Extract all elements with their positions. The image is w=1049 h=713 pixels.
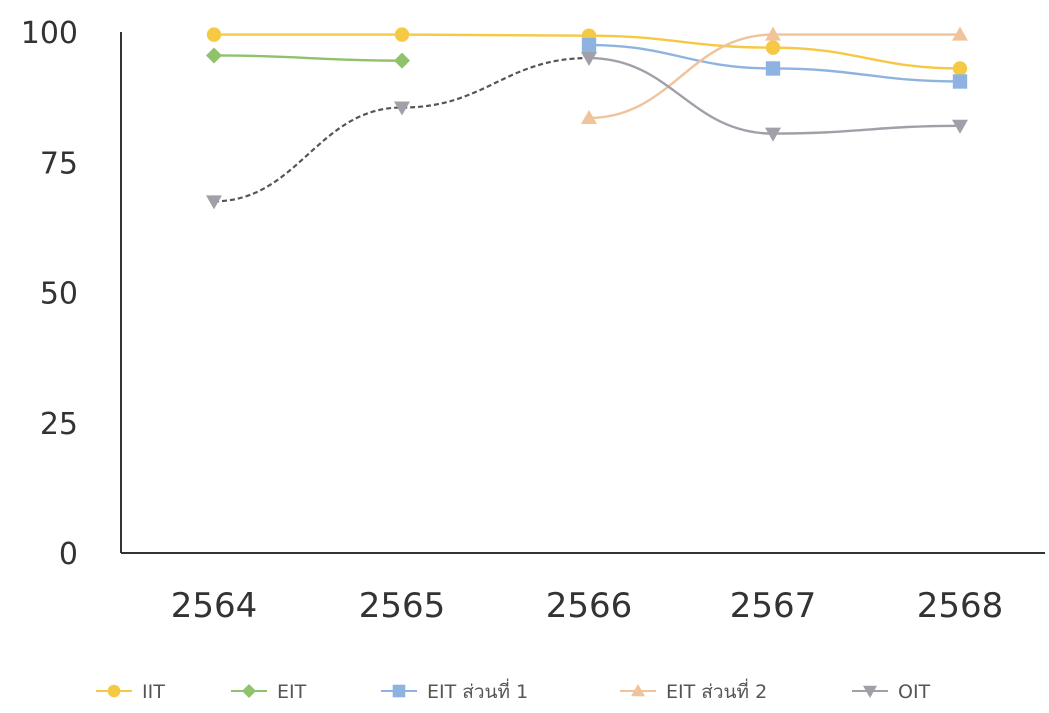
legend-marker [631,684,645,697]
legend: IIT EIT EIT ส่วนที่ 1 EIT ส่วนที่ 2 OIT [96,678,931,703]
legend-item: IIT [96,681,165,703]
data-point [765,127,781,142]
y-tick-label: 50 [40,277,78,312]
data-point [765,26,781,41]
y-tick-label: 75 [40,146,78,181]
series-line-segment [588,56,774,135]
series-line-segment [213,106,403,203]
data-point [394,27,410,42]
x-tick-label: 2568 [917,586,1004,626]
legend-label: EIT ส่วนที่ 2 [666,678,767,703]
data-point [765,61,781,76]
data-point [765,40,781,55]
legend-marker [863,685,877,698]
legend-label: OIT [898,681,931,703]
data-point [581,37,597,53]
series-line-segment [401,56,590,109]
x-tick-labels: 2564 2565 2566 2567 2568 [171,586,1004,626]
series-layer [206,26,968,210]
series-line-segment [588,43,774,70]
y-tick-labels: 0 25 50 75 100 [21,16,78,572]
y-tick-label: 25 [40,407,78,442]
data-point [952,26,968,41]
series-0 [206,27,968,76]
legend-item: EIT [231,681,307,703]
legend-marker [242,684,256,698]
series-line-segment [772,46,961,70]
data-point [206,195,222,210]
legend-label: EIT [277,681,307,703]
data-point [952,61,968,76]
y-tick-label: 0 [59,537,78,572]
x-tick-label: 2565 [359,586,446,626]
legend-marker [392,684,406,698]
data-point [206,47,222,64]
data-point [206,27,222,42]
data-point [394,101,410,116]
series-3 [581,26,968,124]
series-line-segment [772,124,961,135]
data-point [394,52,410,69]
series-line-segment [588,34,774,49]
data-point [581,109,597,124]
series-line-segment [772,67,961,83]
data-point [952,74,968,89]
data-point [952,119,968,134]
series-line-segment [401,33,590,37]
legend-label: EIT ส่วนที่ 1 [427,678,528,703]
series-line-segment [213,54,403,62]
x-tick-label: 2564 [171,586,258,626]
data-point [581,52,597,67]
legend-item: OIT [852,681,931,703]
legend-item: EIT ส่วนที่ 1 [381,678,528,703]
y-tick-label: 100 [21,16,78,51]
series-line-segment [588,33,774,120]
x-tick-label: 2566 [546,586,633,626]
series-4 [206,52,968,210]
legend-item: EIT ส่วนที่ 2 [620,678,767,703]
x-tick-label: 2567 [730,586,817,626]
legend-label: IIT [142,681,165,703]
series-2 [581,37,968,89]
series-1 [206,47,410,69]
legend-marker [107,684,121,698]
